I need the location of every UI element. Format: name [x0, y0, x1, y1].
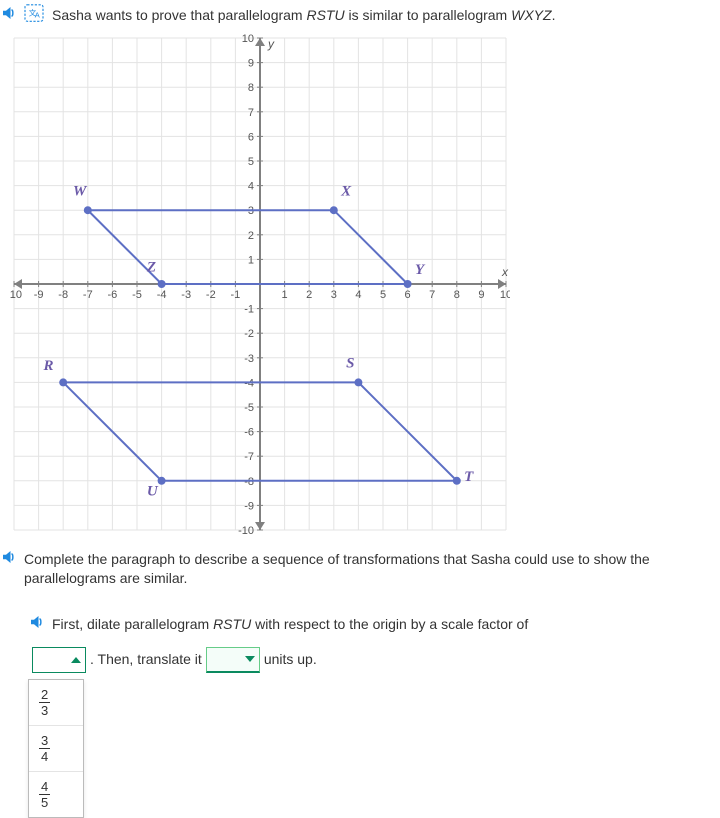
svg-text:5: 5 — [248, 156, 254, 168]
svg-text:-8: -8 — [58, 289, 68, 301]
svg-text:-2: -2 — [244, 328, 254, 340]
coordinate-grid: -10-9-8-7-6-5-4-3-2-112345678910-10-9-8-… — [10, 34, 510, 534]
svg-text:R: R — [43, 358, 54, 374]
svg-text:T: T — [464, 468, 474, 484]
svg-text:5: 5 — [380, 289, 386, 301]
svg-text:-5: -5 — [244, 402, 254, 414]
sound-icon[interactable] — [28, 613, 46, 631]
svg-text:-1: -1 — [231, 289, 241, 301]
svg-text:6: 6 — [248, 131, 254, 143]
svg-text:U: U — [147, 483, 159, 499]
svg-text:-10: -10 — [238, 525, 254, 534]
question-prompt: Sasha wants to prove that parallelogram … — [52, 4, 555, 26]
svg-text:10: 10 — [500, 289, 510, 301]
svg-text:4: 4 — [248, 180, 254, 192]
svg-text:A: A — [35, 11, 40, 20]
svg-text:-1: -1 — [244, 303, 254, 315]
svg-text:x: x — [501, 265, 509, 279]
shape-rstu: RSTU — [306, 7, 344, 23]
svg-text:W: W — [73, 183, 88, 199]
svg-text:-7: -7 — [244, 451, 254, 463]
chevron-down-icon — [245, 656, 255, 662]
text: with respect to the origin by a scale fa… — [251, 616, 528, 632]
svg-text:-9: -9 — [34, 289, 44, 301]
sound-icon[interactable] — [0, 548, 18, 566]
text: is similar to parallelogram — [345, 7, 512, 23]
translate-icon[interactable]: 文 A — [24, 4, 44, 22]
svg-text:7: 7 — [248, 106, 254, 118]
svg-text:-2: -2 — [206, 289, 216, 301]
svg-text:9: 9 — [248, 57, 254, 69]
svg-text:-3: -3 — [181, 289, 191, 301]
svg-text:4: 4 — [355, 289, 361, 301]
shape-rstu: RSTU — [213, 616, 251, 632]
svg-text:2: 2 — [248, 229, 254, 241]
text: . — [552, 7, 556, 23]
instruction-row: Complete the paragraph to describe a seq… — [0, 548, 720, 589]
svg-text:2: 2 — [306, 289, 312, 301]
dropdown-option[interactable]: 45 — [29, 772, 83, 817]
svg-text:-6: -6 — [108, 289, 118, 301]
svg-text:-3: -3 — [244, 352, 254, 364]
question-prompt-row: 文 A Sasha wants to prove that parallelog… — [0, 0, 720, 26]
svg-text:1: 1 — [248, 254, 254, 266]
svg-text:9: 9 — [478, 289, 484, 301]
text: First, dilate parallelogram — [52, 616, 213, 632]
svg-text:-5: -5 — [132, 289, 142, 301]
svg-text:X: X — [340, 183, 352, 199]
scale-factor-dropdown[interactable] — [32, 647, 86, 673]
text: Sasha wants to prove that parallelogram — [52, 7, 306, 23]
text: . Then, translate it — [90, 644, 202, 675]
fraction: 23 — [39, 688, 50, 717]
svg-text:8: 8 — [454, 289, 460, 301]
fraction: 34 — [39, 734, 50, 763]
dropdown-option[interactable]: 34 — [29, 726, 83, 772]
fraction: 45 — [39, 780, 50, 809]
chevron-up-icon — [71, 657, 81, 663]
shape-wxyz: WXYZ — [511, 7, 551, 23]
svg-text:7: 7 — [429, 289, 435, 301]
sound-icon[interactable] — [0, 4, 18, 22]
answer-block: First, dilate parallelogram RSTU with re… — [28, 613, 688, 818]
svg-text:y: y — [267, 37, 275, 51]
answer-line1: First, dilate parallelogram RSTU with re… — [52, 613, 528, 635]
svg-text:S: S — [346, 355, 354, 371]
svg-text:Z: Z — [146, 259, 156, 275]
text: units up. — [264, 644, 317, 675]
svg-text:3: 3 — [331, 289, 337, 301]
svg-text:-7: -7 — [83, 289, 93, 301]
instruction-text: Complete the paragraph to describe a seq… — [24, 548, 720, 589]
svg-text:1: 1 — [282, 289, 288, 301]
translate-units-dropdown[interactable] — [206, 647, 260, 673]
svg-text:10: 10 — [242, 34, 254, 45]
svg-text:8: 8 — [248, 82, 254, 94]
scale-factor-options: 23 34 45 — [28, 679, 84, 818]
dropdown-option[interactable]: 23 — [29, 680, 83, 726]
svg-text:-9: -9 — [244, 500, 254, 512]
answer-line2: . Then, translate it units up. — [28, 644, 688, 675]
svg-text:6: 6 — [405, 289, 411, 301]
svg-text:-4: -4 — [157, 289, 167, 301]
svg-text:-6: -6 — [244, 426, 254, 438]
svg-text:-10: -10 — [10, 289, 22, 301]
